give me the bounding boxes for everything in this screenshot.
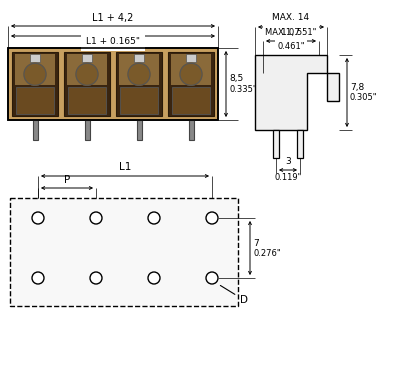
Bar [273,130,279,158]
Text: 7,8: 7,8 [350,83,364,92]
Bar [68,87,106,114]
Text: 0.276": 0.276" [253,248,281,258]
Circle shape [24,63,46,85]
Text: MAX. 14: MAX. 14 [272,13,310,22]
Text: MAX. 0.551": MAX. 0.551" [265,28,317,37]
Bar [119,54,159,85]
Bar [84,120,90,140]
Bar [10,198,238,306]
Text: 0.335": 0.335" [229,84,257,94]
Bar [168,52,214,116]
Bar [116,52,162,116]
Text: L1 + 4,2: L1 + 4,2 [92,13,134,23]
Bar [188,120,194,140]
Bar [12,52,58,116]
Bar [30,54,40,62]
Circle shape [206,212,218,224]
Text: D: D [220,286,248,305]
Circle shape [90,212,102,224]
Bar [8,48,218,120]
Bar [134,54,144,62]
Text: L1: L1 [119,162,131,172]
Circle shape [128,63,150,85]
Bar [297,130,303,158]
Bar [15,54,55,85]
Circle shape [148,272,160,284]
Circle shape [148,212,160,224]
Bar [16,87,54,114]
Circle shape [180,63,202,85]
Text: 0.119": 0.119" [274,173,302,182]
Bar [327,73,339,101]
Text: 7: 7 [253,239,259,247]
Polygon shape [255,55,327,130]
Circle shape [206,272,218,284]
Text: 3: 3 [285,157,291,166]
Bar [82,54,92,62]
Bar [64,52,110,116]
Bar [120,87,158,114]
Text: 11,7: 11,7 [281,28,301,37]
Circle shape [76,63,98,85]
Circle shape [32,212,44,224]
Bar [172,87,210,114]
Circle shape [32,272,44,284]
Text: L1 + 0.165": L1 + 0.165" [86,37,140,46]
Bar [171,54,211,85]
Text: 0.461": 0.461" [277,42,305,51]
Bar [136,120,142,140]
Text: 0.305": 0.305" [350,93,378,102]
Text: P: P [64,175,70,185]
Circle shape [90,272,102,284]
Bar [186,54,196,62]
Text: 8,5: 8,5 [229,75,243,84]
Bar [8,48,218,120]
Bar [32,120,38,140]
Bar [67,54,107,85]
